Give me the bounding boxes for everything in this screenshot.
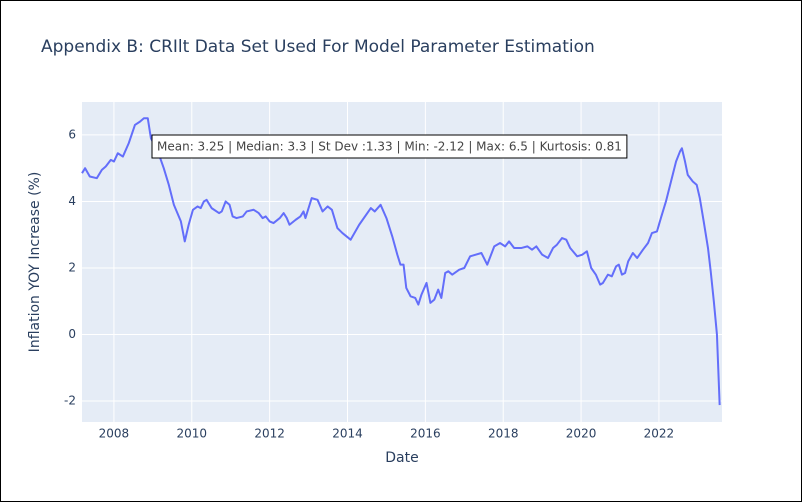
y-tick-label: 2: [68, 260, 76, 274]
x-tick-label: 2008: [99, 427, 130, 441]
y-tick-label: 6: [68, 127, 76, 141]
annotation-box: [151, 134, 628, 159]
x-tick-label: 2012: [254, 427, 285, 441]
x-axis-label: Date: [385, 450, 418, 466]
x-tick-label: 2022: [644, 427, 675, 441]
y-tick-label: 0: [68, 327, 76, 341]
x-tick-label: 2010: [177, 427, 208, 441]
x-tick-label: 2014: [332, 427, 363, 441]
chart-title: Appendix B: CRIlt Data Set Used For Mode…: [41, 37, 595, 57]
x-tick-label: 2018: [488, 427, 519, 441]
y-tick-label: -2: [64, 394, 76, 408]
x-tick-label: 2016: [410, 427, 441, 441]
x-tick-label: 2020: [566, 427, 597, 441]
data-line: [81, 117, 721, 406]
y-axis-label: Inflation YOY Increase (%): [27, 172, 43, 353]
y-tick-label: 4: [68, 194, 76, 208]
annotation: Mean: 3.25 | Median: 3.3 | St Dev :1.33 …: [157, 140, 622, 154]
